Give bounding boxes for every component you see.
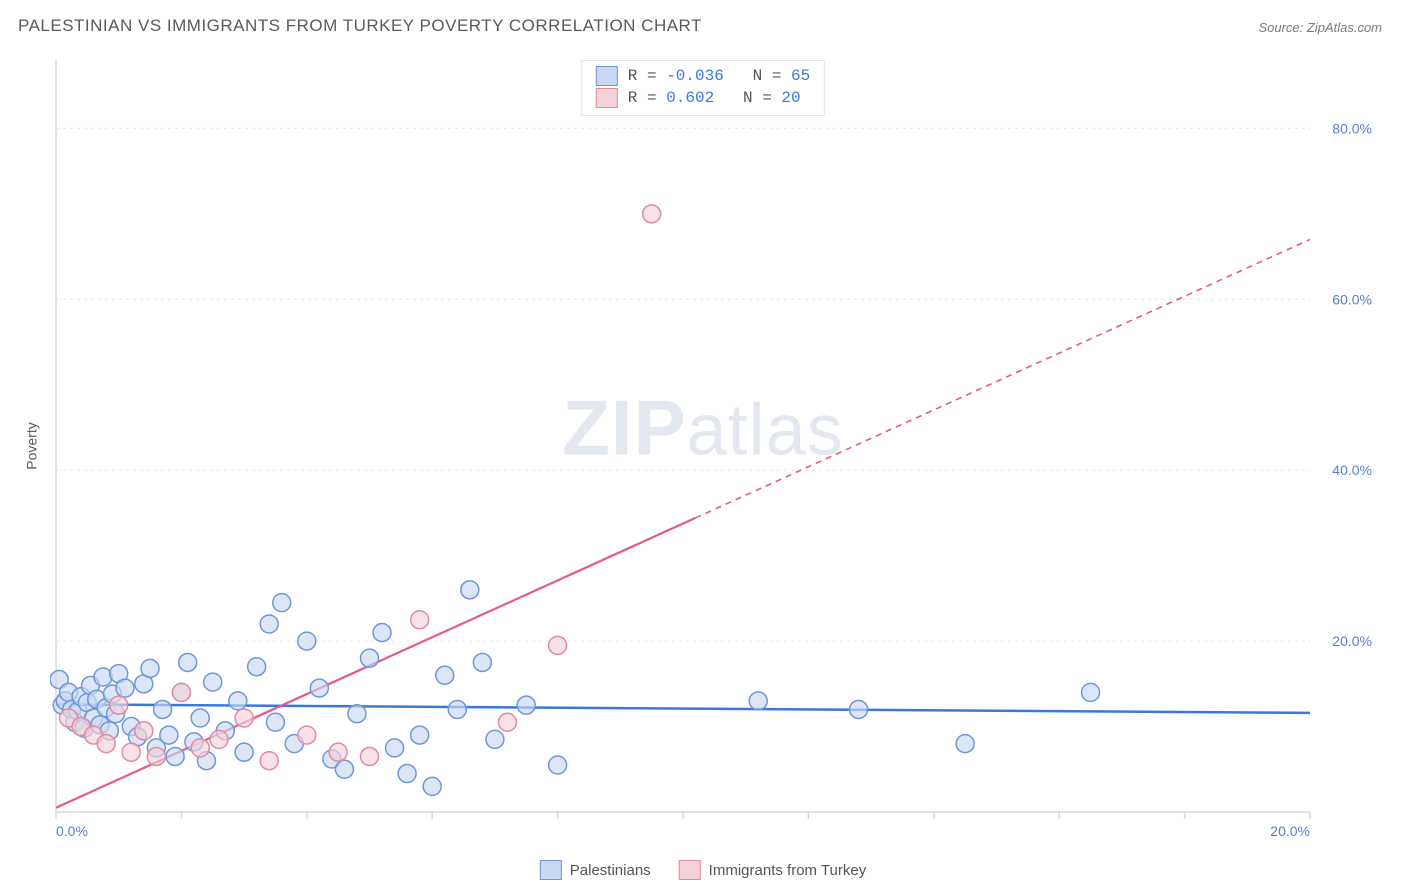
point-turkey	[97, 735, 115, 753]
point-palestinians	[361, 649, 379, 667]
point-palestinians	[398, 765, 416, 783]
point-palestinians	[517, 696, 535, 714]
point-palestinians	[461, 581, 479, 599]
point-palestinians	[204, 673, 222, 691]
swatch-turkey	[679, 860, 701, 880]
point-palestinians	[335, 760, 353, 778]
point-palestinians	[436, 666, 454, 684]
point-palestinians	[94, 668, 112, 686]
correlation-row-palestinians: R = -0.036 N = 65	[596, 65, 810, 87]
y-tick-label: 20.0%	[1332, 633, 1372, 649]
legend-label-palestinians: Palestinians	[570, 862, 651, 879]
point-palestinians	[423, 777, 441, 795]
chart-svg: 20.0% 40.0% 60.0% 80.0% 0.0% 20.0%	[50, 56, 1380, 846]
point-palestinians	[154, 700, 172, 718]
point-turkey	[361, 747, 379, 765]
x-tick-label: 20.0%	[1270, 823, 1310, 839]
point-turkey	[643, 205, 661, 223]
swatch-palestinians	[540, 860, 562, 880]
point-palestinians	[260, 615, 278, 633]
point-palestinians	[348, 705, 366, 723]
correlation-legend: R = -0.036 N = 65R = 0.602 N = 20	[581, 60, 825, 116]
point-palestinians	[273, 594, 291, 612]
point-turkey	[298, 726, 316, 744]
point-palestinians	[229, 692, 247, 710]
point-palestinians	[448, 700, 466, 718]
point-palestinians	[160, 726, 178, 744]
point-turkey	[235, 709, 253, 727]
point-palestinians	[749, 692, 767, 710]
chart-title: PALESTINIAN VS IMMIGRANTS FROM TURKEY PO…	[18, 16, 702, 36]
point-turkey	[411, 611, 429, 629]
point-turkey	[110, 696, 128, 714]
point-palestinians	[298, 632, 316, 650]
point-palestinians	[248, 658, 266, 676]
point-turkey	[329, 743, 347, 761]
point-palestinians	[310, 679, 328, 697]
point-palestinians	[179, 653, 197, 671]
point-palestinians	[141, 659, 159, 677]
scatter-plot: 20.0% 40.0% 60.0% 80.0% 0.0% 20.0%	[50, 56, 1380, 846]
point-palestinians	[473, 653, 491, 671]
series-legend: Palestinians Immigrants from Turkey	[540, 860, 866, 880]
swatch-turkey	[596, 88, 618, 108]
point-turkey	[191, 739, 209, 757]
point-turkey	[122, 743, 140, 761]
point-turkey	[260, 752, 278, 770]
legend-item-palestinians: Palestinians	[540, 860, 651, 880]
correlation-row-turkey: R = 0.602 N = 20	[596, 87, 810, 109]
point-palestinians	[486, 730, 504, 748]
source-attribution: Source: ZipAtlas.com	[1258, 20, 1382, 35]
point-palestinians	[191, 709, 209, 727]
point-turkey	[147, 747, 165, 765]
point-palestinians	[956, 735, 974, 753]
point-palestinians	[411, 726, 429, 744]
y-axis-label: Poverty	[24, 422, 40, 469]
legend-item-turkey: Immigrants from Turkey	[679, 860, 867, 880]
swatch-palestinians	[596, 66, 618, 86]
point-palestinians	[116, 679, 134, 697]
point-palestinians	[373, 624, 391, 642]
point-turkey	[135, 722, 153, 740]
point-palestinians	[549, 756, 567, 774]
point-palestinians	[166, 747, 184, 765]
point-turkey	[549, 636, 567, 654]
y-tick-label: 40.0%	[1332, 462, 1372, 478]
point-turkey	[172, 683, 190, 701]
point-palestinians	[1082, 683, 1100, 701]
point-turkey	[210, 730, 228, 748]
point-turkey	[498, 713, 516, 731]
point-palestinians	[850, 700, 868, 718]
trend-line-turkey-dashed	[696, 239, 1310, 517]
point-palestinians	[266, 713, 284, 731]
point-palestinians	[235, 743, 253, 761]
x-tick-label: 0.0%	[56, 823, 88, 839]
point-palestinians	[386, 739, 404, 757]
y-tick-label: 80.0%	[1332, 120, 1372, 136]
y-tick-label: 60.0%	[1332, 291, 1372, 307]
legend-label-turkey: Immigrants from Turkey	[709, 862, 867, 879]
